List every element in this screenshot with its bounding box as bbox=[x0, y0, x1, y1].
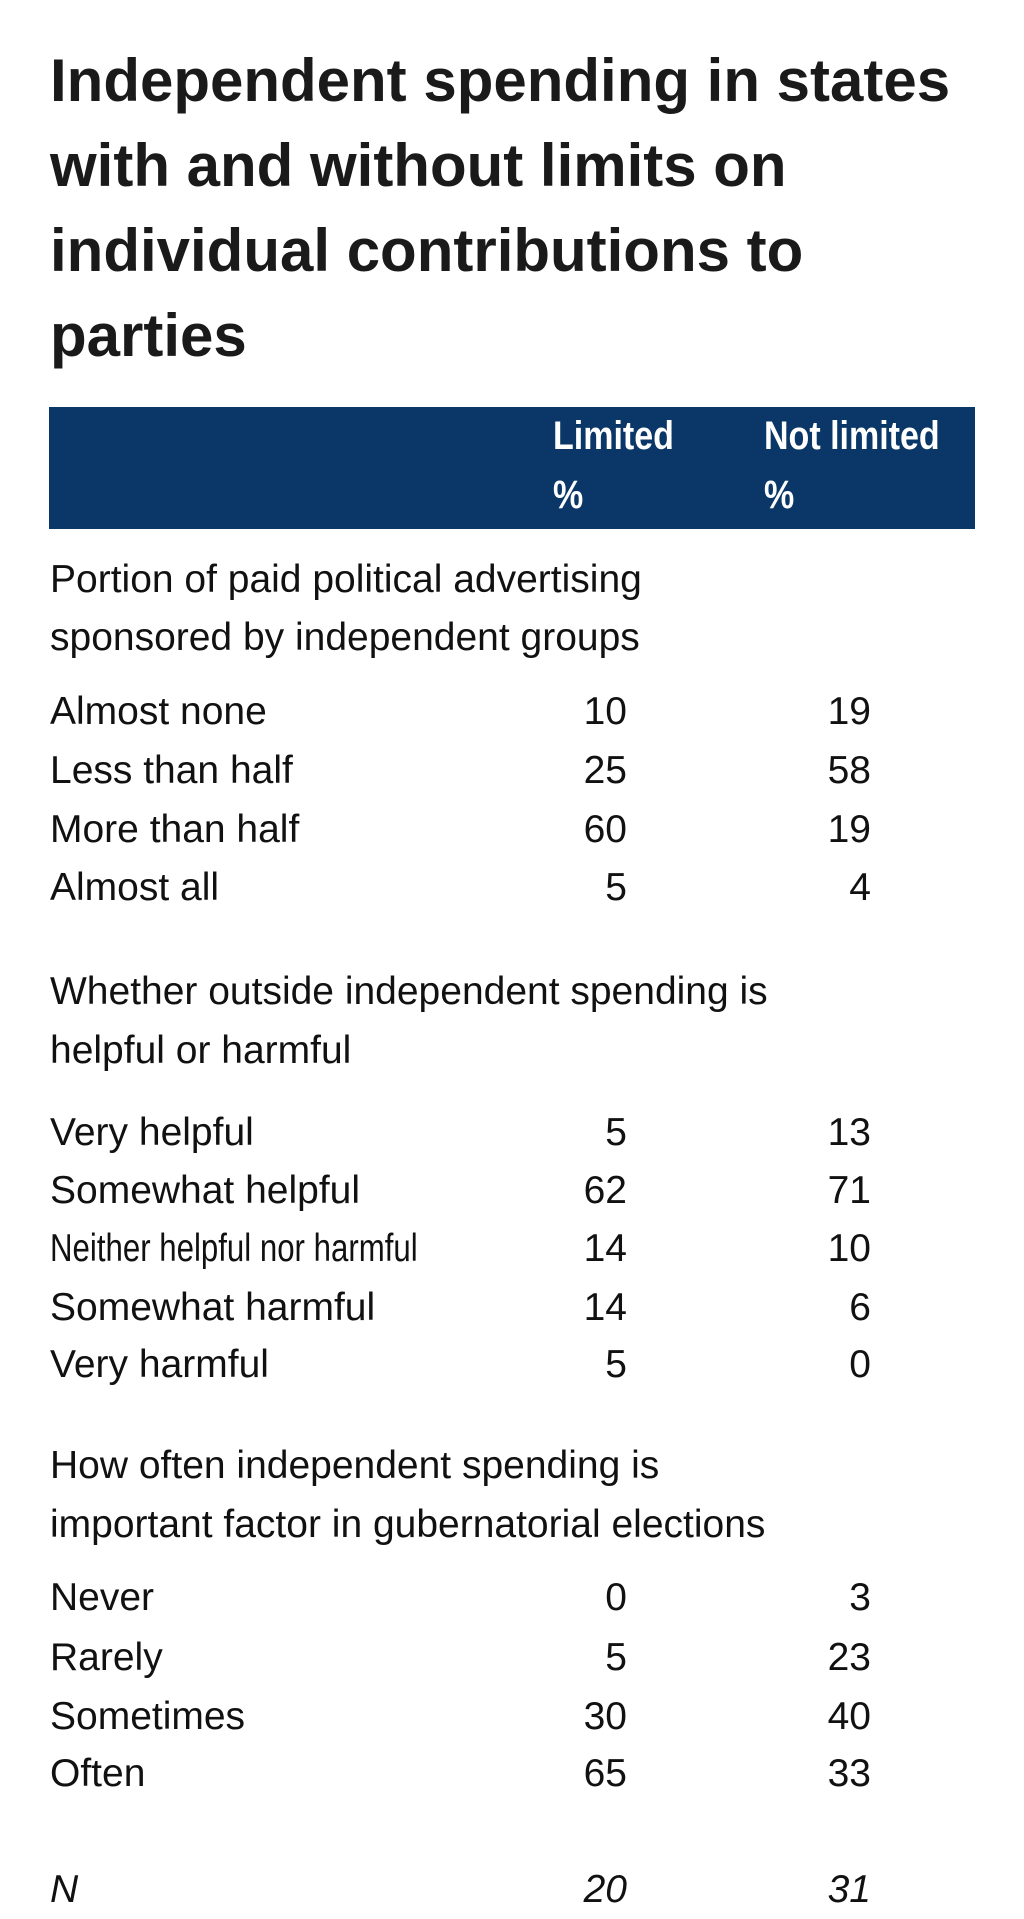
limited-value: 10 bbox=[583, 690, 627, 733]
not-limited-value: 33 bbox=[827, 1752, 871, 1795]
row-label: Never bbox=[50, 1576, 155, 1619]
section-heading: Portion of paid political advertising bbox=[50, 558, 642, 601]
header-limited: Limited bbox=[553, 414, 674, 458]
not-limited-value: 58 bbox=[827, 749, 871, 792]
row-label: Often bbox=[50, 1752, 146, 1795]
row-label: Somewhat helpful bbox=[50, 1169, 361, 1212]
table-title: Independent spending in states with and … bbox=[50, 47, 951, 369]
limited-value: 62 bbox=[583, 1169, 627, 1212]
not-limited-value: 19 bbox=[827, 690, 871, 733]
limited-value: 65 bbox=[583, 1752, 627, 1795]
limited-value: 5 bbox=[605, 866, 627, 909]
header-not-limited: Not limited bbox=[764, 414, 940, 458]
limited-value: 0 bbox=[605, 1576, 627, 1619]
row-label: Very helpful bbox=[50, 1111, 254, 1154]
not-limited-value: 71 bbox=[827, 1169, 871, 1212]
not-limited-n: 31 bbox=[827, 1868, 871, 1911]
row-label: Rarely bbox=[50, 1636, 163, 1679]
limited-value: 14 bbox=[583, 1227, 627, 1270]
table-header-bar bbox=[49, 407, 975, 529]
row-label: Sometimes bbox=[50, 1695, 246, 1738]
not-limited-value: 13 bbox=[827, 1111, 871, 1154]
section-heading: How often independent spending is bbox=[50, 1444, 660, 1487]
section-heading: helpful or harmful bbox=[50, 1029, 352, 1072]
limited-value: 60 bbox=[583, 808, 627, 851]
limited-value: 5 bbox=[605, 1111, 627, 1154]
not-limited-value: 23 bbox=[827, 1636, 871, 1679]
limited-value: 14 bbox=[583, 1286, 627, 1329]
row-label: Somewhat harmful bbox=[50, 1286, 376, 1329]
not-limited-value: 4 bbox=[849, 866, 871, 909]
row-label: Very harmful bbox=[50, 1343, 269, 1386]
n-label: N bbox=[50, 1868, 79, 1911]
limited-value: 30 bbox=[583, 1695, 627, 1738]
not-limited-value: 3 bbox=[849, 1576, 871, 1619]
section-heading: sponsored by independent groups bbox=[50, 616, 640, 659]
section-heading: Whether outside independent spending is bbox=[50, 970, 768, 1013]
not-limited-value: 6 bbox=[849, 1286, 871, 1329]
not-limited-value: 40 bbox=[827, 1695, 871, 1738]
limited-value: 5 bbox=[605, 1343, 627, 1386]
header-not-limited-unit: % bbox=[764, 473, 795, 517]
header-limited-unit: % bbox=[553, 473, 584, 517]
row-label: Less than half bbox=[50, 749, 293, 792]
row-label: Almost all bbox=[50, 866, 220, 909]
not-limited-value: 10 bbox=[827, 1227, 871, 1270]
not-limited-value: 0 bbox=[849, 1343, 871, 1386]
not-limited-value: 19 bbox=[827, 808, 871, 851]
limited-value: 25 bbox=[583, 749, 627, 792]
row-label: Almost none bbox=[50, 690, 267, 733]
limited-value: 5 bbox=[605, 1636, 627, 1679]
section-heading: important factor in gubernatorial electi… bbox=[50, 1503, 766, 1546]
limited-n: 20 bbox=[583, 1868, 627, 1911]
row-label: Neither helpful nor harmful bbox=[50, 1227, 418, 1270]
row-label: More than half bbox=[50, 808, 300, 851]
